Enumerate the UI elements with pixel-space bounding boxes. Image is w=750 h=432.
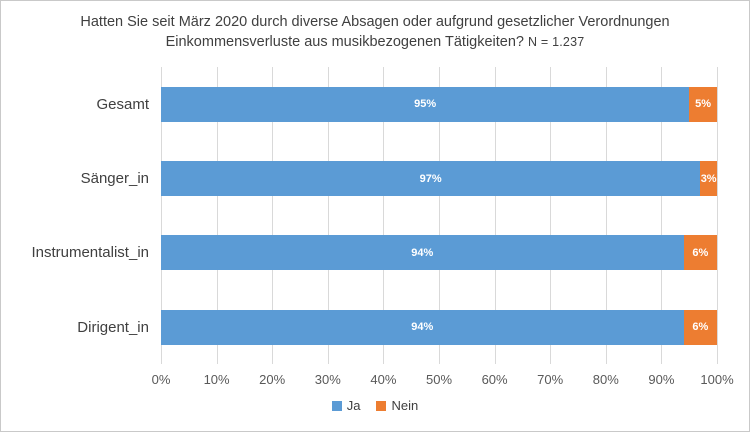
legend-swatch-ja bbox=[331, 400, 342, 411]
bar-segment-nein: 3% bbox=[700, 161, 717, 196]
bar-row: Instrumentalist_in 94% 6% bbox=[1, 216, 749, 290]
x-axis-tick: 10% bbox=[203, 372, 230, 388]
category-label: Sänger_in bbox=[80, 170, 149, 187]
x-axis: 0% 10% 20% 30% 40% 50% 60% 70% 80% 90% 100% bbox=[152, 372, 734, 389]
x-axis-tick: 100% bbox=[700, 372, 734, 388]
bar-segment-nein: 6% bbox=[683, 309, 717, 345]
bar-segment-ja: 97% bbox=[161, 161, 701, 196]
bar-track: 94% 6% bbox=[161, 235, 717, 271]
category-label: Gesamt bbox=[96, 95, 149, 113]
bar-rows: Gesamt 95% 5% Sänger_in 97% 3% Instrumentalist… bbox=[1, 67, 749, 364]
legend: Ja Nein bbox=[1, 398, 749, 413]
legend-item-ja: Ja bbox=[331, 398, 361, 414]
chart-title-text: Hatten Sie seit März 2020 durch diverse … bbox=[80, 14, 670, 50]
legend-item-nein: Nein bbox=[376, 398, 418, 413]
x-axis-tick: 20% bbox=[259, 372, 286, 388]
category-label: Instrumentalist_in bbox=[31, 244, 149, 262]
bar-segment-nein: 6% bbox=[683, 235, 717, 271]
bar-row: Gesamt 95% 5% bbox=[1, 67, 749, 141]
bar-data-label: 94% bbox=[411, 246, 434, 259]
bar-data-label: 6% bbox=[692, 246, 709, 259]
bar-segment-ja: 95% bbox=[161, 86, 690, 122]
x-axis-tick: 0% bbox=[151, 372, 171, 388]
sample-size-label: N = 1.237 bbox=[528, 34, 585, 49]
bar-segment-ja: 94% bbox=[161, 309, 684, 345]
bar-row: Dirigent_in 94% 6% bbox=[1, 290, 749, 364]
category-label: Dirigent_in bbox=[77, 318, 149, 336]
x-axis-tick: 30% bbox=[314, 372, 341, 388]
bar-chart: Gesamt 95% 5% Sänger_in 97% 3% Instrumentalist… bbox=[1, 67, 749, 413]
x-axis-tick: 70% bbox=[537, 372, 564, 388]
bar-track: 94% 6% bbox=[161, 309, 717, 345]
x-axis-tick: 40% bbox=[370, 372, 397, 388]
bar-data-label: 3% bbox=[700, 172, 717, 185]
bar-track: 95% 5% bbox=[161, 86, 717, 122]
bar-data-label: 5% bbox=[695, 98, 712, 111]
bar-data-label: 95% bbox=[414, 98, 437, 111]
x-axis-tick: 60% bbox=[481, 372, 508, 388]
x-axis-tick: 80% bbox=[592, 372, 619, 388]
bar-segment-ja: 94% bbox=[161, 235, 684, 271]
x-axis-tick: 50% bbox=[425, 372, 453, 388]
x-axis-tick: 90% bbox=[648, 372, 675, 388]
bar-data-label: 6% bbox=[692, 321, 709, 333]
chart-title: Hatten Sie seit März 2020 durch diverse … bbox=[75, 1, 675, 52]
bar-data-label: 97% bbox=[419, 172, 442, 185]
legend-swatch-nein bbox=[376, 400, 387, 411]
bar-data-label: 94% bbox=[411, 321, 434, 333]
bar-row: Sänger_in 97% 3% bbox=[1, 141, 749, 215]
legend-label: Nein bbox=[391, 398, 419, 414]
bar-track: 97% 3% bbox=[161, 161, 717, 196]
legend-label: Ja bbox=[346, 398, 361, 414]
bar-segment-nein: 5% bbox=[689, 86, 717, 122]
